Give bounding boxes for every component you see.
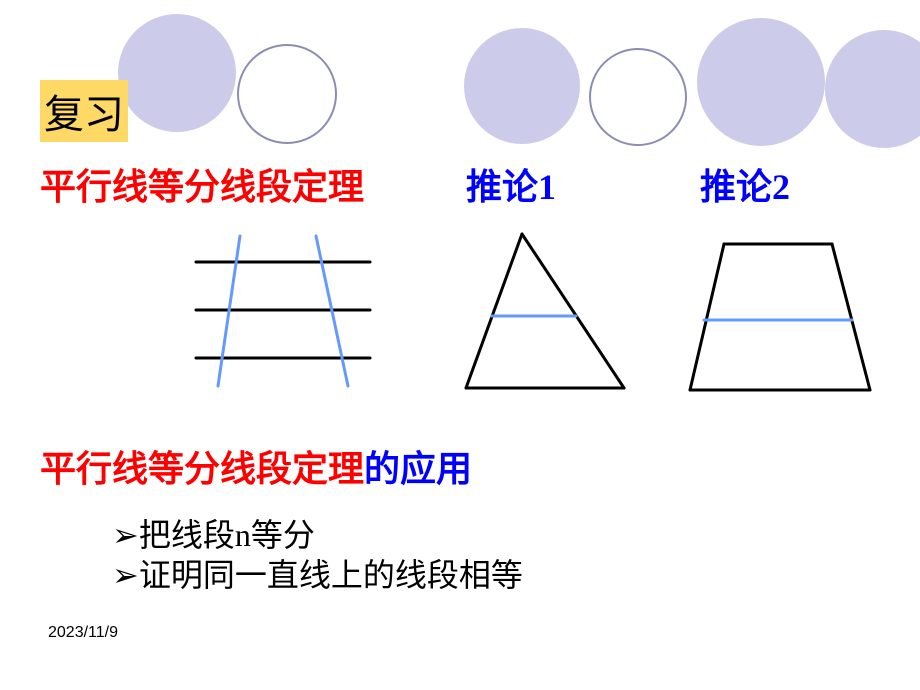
deco-circle-5: [697, 18, 825, 146]
bullet-2-text: 证明同一直线上的线段相等: [139, 557, 523, 593]
diagram-parallel-lines: [188, 232, 378, 392]
deco-circle-3: [464, 28, 580, 144]
diagram-trapezoid: [680, 238, 880, 398]
bullet-2-marker: ➢: [112, 557, 139, 593]
bullet-1-text: 把线段n等分: [139, 517, 315, 553]
application-title: 平行线等分线段定理的应用: [40, 440, 472, 492]
application-title-part2: 的应用: [364, 449, 472, 489]
application-title-part1: 平行线等分线段定理: [40, 449, 364, 489]
heading-theorem: 平行线等分线段定理: [40, 158, 364, 210]
deco-circle-1: [118, 14, 236, 132]
heading-corollary-2: 推论2: [700, 158, 790, 210]
review-badge: 复习: [40, 80, 128, 142]
heading-corollary-1: 推论1: [466, 158, 556, 210]
bullet-1-marker: ➢: [112, 517, 139, 553]
bullet-2: ➢证明同一直线上的线段相等: [112, 550, 523, 596]
deco-circle-4: [589, 48, 687, 146]
slide-date: 2023/11/9: [48, 624, 118, 642]
diagram-triangle: [450, 228, 640, 398]
deco-circle-2: [237, 44, 337, 144]
deco-circle-6: [825, 30, 920, 148]
review-badge-text: 复习: [44, 92, 124, 137]
